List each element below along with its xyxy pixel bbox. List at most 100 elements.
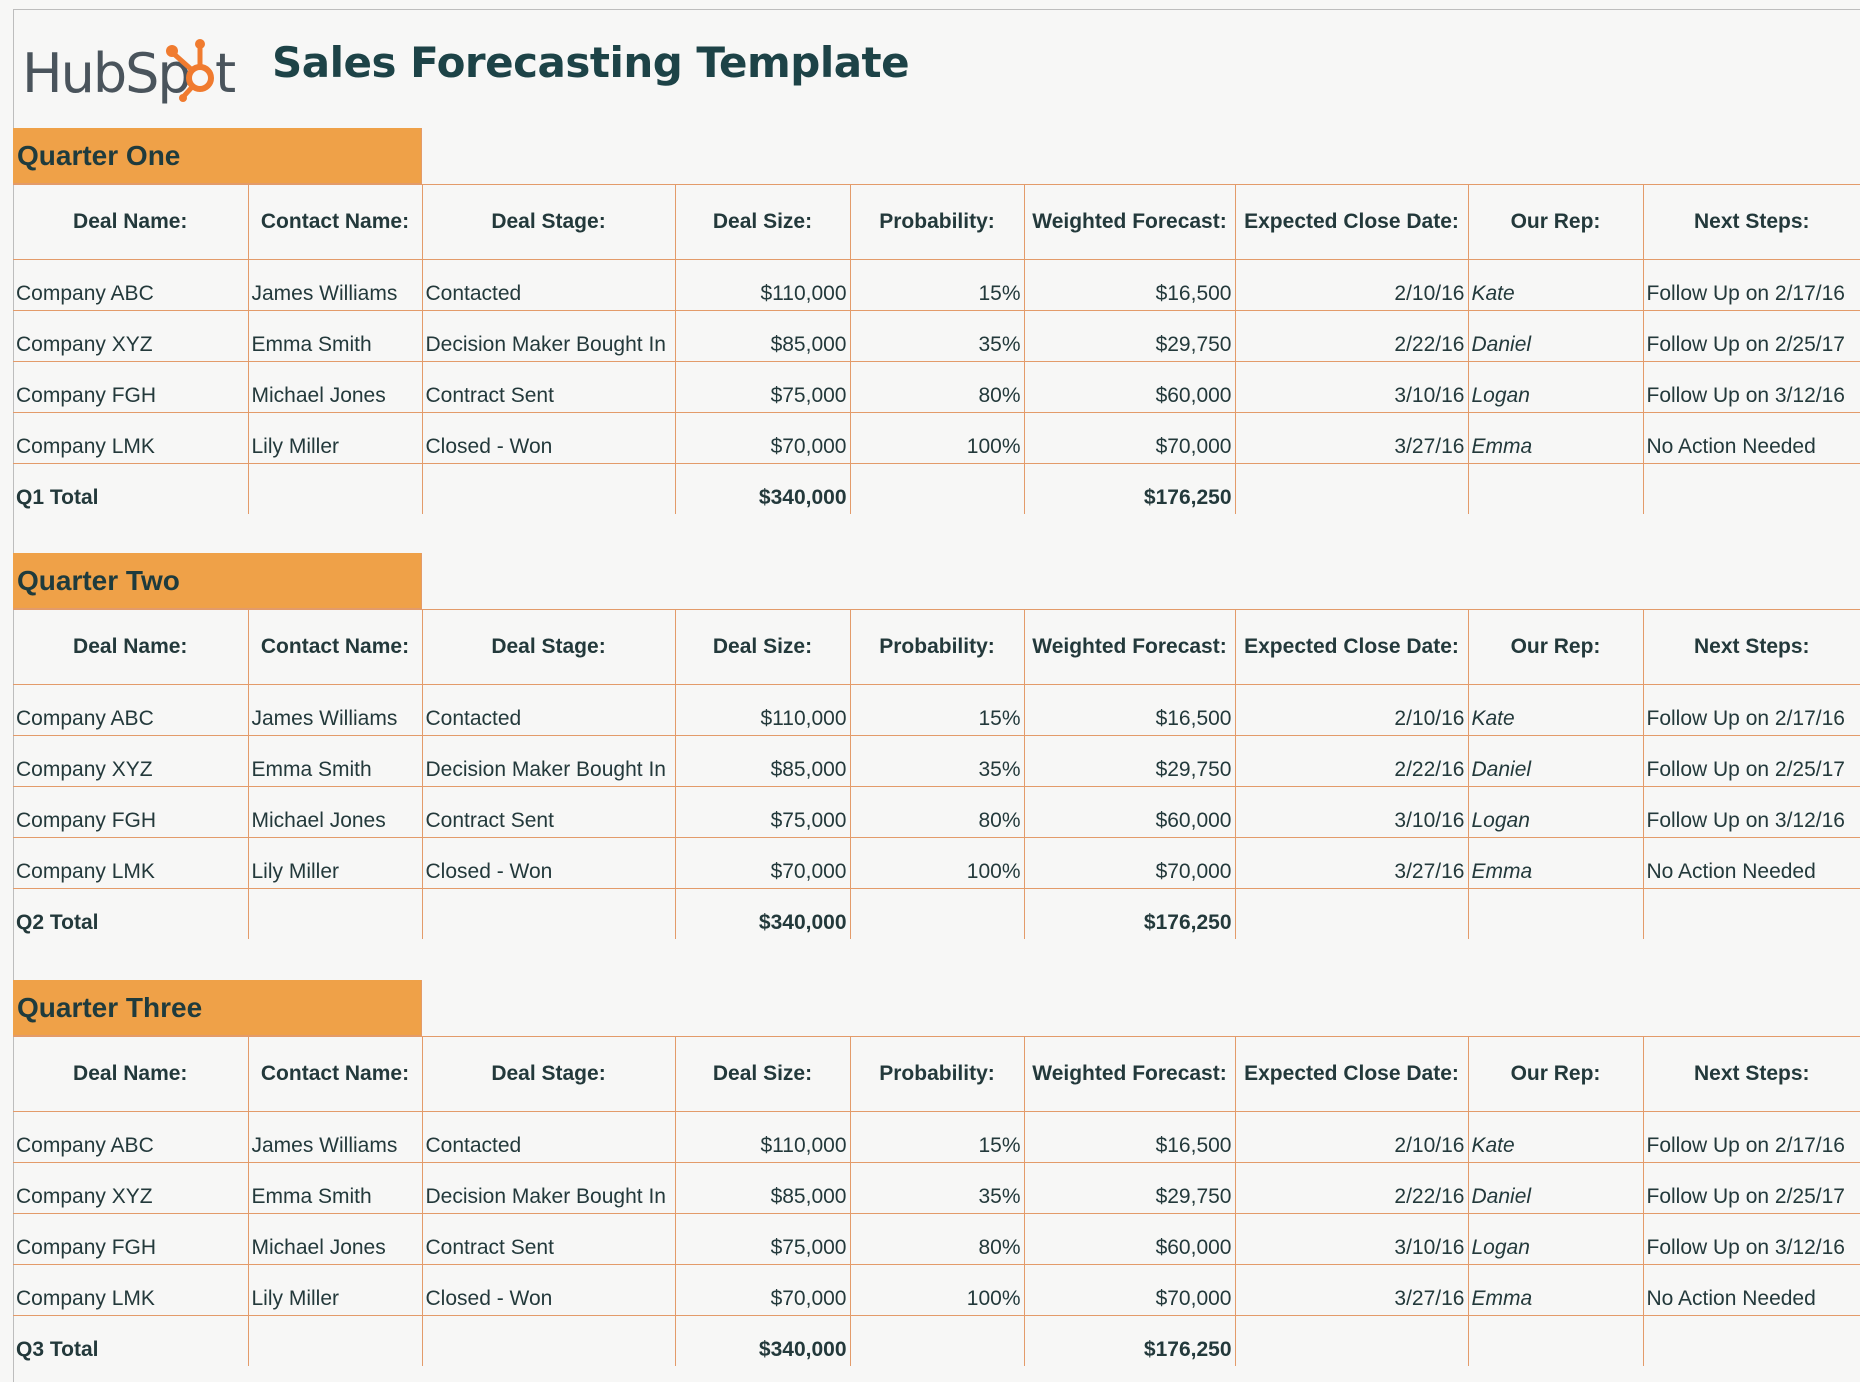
table-cell[interactable]: Company XYZ [13, 735, 249, 787]
table-cell[interactable]: $29,750 [1023, 310, 1236, 362]
table-cell[interactable]: Closed - Won [421, 412, 676, 464]
column-header[interactable]: Deal Stage: [421, 184, 676, 260]
table-cell[interactable]: $29,750 [1023, 1162, 1236, 1214]
column-header[interactable]: Next Steps: [1642, 609, 1860, 685]
table-cell[interactable]: Emma [1467, 412, 1644, 464]
table-cell[interactable]: 35% [849, 310, 1025, 362]
column-header[interactable]: Deal Stage: [421, 1036, 676, 1112]
column-header[interactable]: Our Rep: [1467, 184, 1644, 260]
column-header[interactable]: Deal Size: [674, 184, 851, 260]
table-cell[interactable]: Michael Jones [247, 786, 423, 838]
table-cell[interactable]: Follow Up on 3/12/16 [1642, 361, 1860, 413]
table-cell[interactable]: 100% [849, 1264, 1025, 1316]
total-label[interactable]: Q3 Total [13, 1315, 249, 1366]
table-cell[interactable]: Daniel [1467, 310, 1644, 362]
column-header[interactable]: Deal Size: [674, 1036, 851, 1112]
table-cell[interactable]: Company LMK [13, 837, 249, 889]
table-cell[interactable]: Follow Up on 2/17/16 [1642, 684, 1860, 736]
total-label[interactable]: Q2 Total [13, 888, 249, 939]
table-cell[interactable]: 100% [849, 837, 1025, 889]
table-cell[interactable]: Company FGH [13, 786, 249, 838]
table-cell[interactable]: 35% [849, 1162, 1025, 1214]
table-cell[interactable]: $85,000 [674, 310, 851, 362]
table-cell[interactable] [421, 463, 676, 514]
table-cell[interactable] [1642, 888, 1860, 939]
table-cell[interactable]: Follow Up on 3/12/16 [1642, 1213, 1860, 1265]
column-header[interactable]: Expected Close Date: [1234, 1036, 1469, 1112]
table-cell[interactable]: $70,000 [674, 412, 851, 464]
table-cell[interactable]: 3/10/16 [1234, 361, 1469, 413]
column-header[interactable]: Deal Name: [13, 184, 249, 260]
table-cell[interactable] [1467, 888, 1644, 939]
table-cell[interactable] [1234, 463, 1469, 514]
table-cell[interactable]: No Action Needed [1642, 1264, 1860, 1316]
table-cell[interactable]: $85,000 [674, 1162, 851, 1214]
table-cell[interactable]: 2/22/16 [1234, 310, 1469, 362]
column-header[interactable]: Deal Stage: [421, 609, 676, 685]
table-cell[interactable]: $16,500 [1023, 1111, 1236, 1163]
table-cell[interactable] [1642, 1315, 1860, 1366]
table-cell[interactable] [247, 888, 423, 939]
table-cell[interactable]: Contacted [421, 1111, 676, 1163]
table-cell[interactable]: Kate [1467, 684, 1644, 736]
table-cell[interactable]: Emma Smith [247, 1162, 423, 1214]
table-cell[interactable]: 3/10/16 [1234, 786, 1469, 838]
table-cell[interactable]: 3/10/16 [1234, 1213, 1469, 1265]
total-weighted-forecast[interactable]: $176,250 [1023, 1315, 1236, 1366]
table-cell[interactable]: $110,000 [674, 1111, 851, 1163]
table-cell[interactable]: 2/22/16 [1234, 735, 1469, 787]
table-cell[interactable] [849, 463, 1025, 514]
table-cell[interactable]: Follow Up on 2/25/17 [1642, 310, 1860, 362]
column-header[interactable]: Contact Name: [247, 1036, 423, 1112]
table-cell[interactable]: Company XYZ [13, 1162, 249, 1214]
table-cell[interactable] [1234, 888, 1469, 939]
column-header[interactable]: Probability: [849, 184, 1025, 260]
table-cell[interactable]: $70,000 [1023, 837, 1236, 889]
table-cell[interactable]: Company XYZ [13, 310, 249, 362]
table-cell[interactable]: Contract Sent [421, 786, 676, 838]
table-cell[interactable]: Company LMK [13, 1264, 249, 1316]
column-header[interactable]: Expected Close Date: [1234, 184, 1469, 260]
table-cell[interactable]: 3/27/16 [1234, 1264, 1469, 1316]
table-cell[interactable]: Logan [1467, 1213, 1644, 1265]
column-header[interactable]: Weighted Forecast: [1023, 184, 1236, 260]
table-cell[interactable]: Contacted [421, 684, 676, 736]
table-cell[interactable]: Emma Smith [247, 735, 423, 787]
table-cell[interactable]: $85,000 [674, 735, 851, 787]
table-cell[interactable]: Lily Miller [247, 1264, 423, 1316]
column-header[interactable]: Weighted Forecast: [1023, 609, 1236, 685]
table-cell[interactable]: $70,000 [674, 1264, 851, 1316]
total-deal-size[interactable]: $340,000 [674, 463, 851, 514]
table-cell[interactable]: Follow Up on 3/12/16 [1642, 786, 1860, 838]
column-header[interactable]: Next Steps: [1642, 184, 1860, 260]
table-cell[interactable]: Lily Miller [247, 837, 423, 889]
table-cell[interactable] [1467, 463, 1644, 514]
table-cell[interactable]: Company ABC [13, 684, 249, 736]
table-cell[interactable]: Lily Miller [247, 412, 423, 464]
table-cell[interactable]: Closed - Won [421, 1264, 676, 1316]
table-cell[interactable]: Emma Smith [247, 310, 423, 362]
table-cell[interactable]: $70,000 [1023, 1264, 1236, 1316]
table-cell[interactable]: 100% [849, 412, 1025, 464]
table-cell[interactable]: $16,500 [1023, 684, 1236, 736]
table-cell[interactable]: Emma [1467, 1264, 1644, 1316]
table-cell[interactable]: No Action Needed [1642, 837, 1860, 889]
table-cell[interactable]: Daniel [1467, 735, 1644, 787]
column-header[interactable]: Probability: [849, 1036, 1025, 1112]
table-cell[interactable] [849, 888, 1025, 939]
column-header[interactable]: Contact Name: [247, 184, 423, 260]
column-header[interactable]: Deal Size: [674, 609, 851, 685]
table-cell[interactable]: $75,000 [674, 361, 851, 413]
table-cell[interactable]: Emma [1467, 837, 1644, 889]
table-cell[interactable]: Decision Maker Bought In [421, 310, 676, 362]
table-cell[interactable]: $75,000 [674, 786, 851, 838]
column-header[interactable]: Contact Name: [247, 609, 423, 685]
table-cell[interactable] [849, 1315, 1025, 1366]
table-cell[interactable]: 80% [849, 786, 1025, 838]
table-cell[interactable]: 80% [849, 361, 1025, 413]
table-cell[interactable]: Michael Jones [247, 361, 423, 413]
table-cell[interactable]: James Williams [247, 259, 423, 311]
table-cell[interactable]: Kate [1467, 259, 1644, 311]
table-cell[interactable]: James Williams [247, 684, 423, 736]
table-cell[interactable] [247, 463, 423, 514]
